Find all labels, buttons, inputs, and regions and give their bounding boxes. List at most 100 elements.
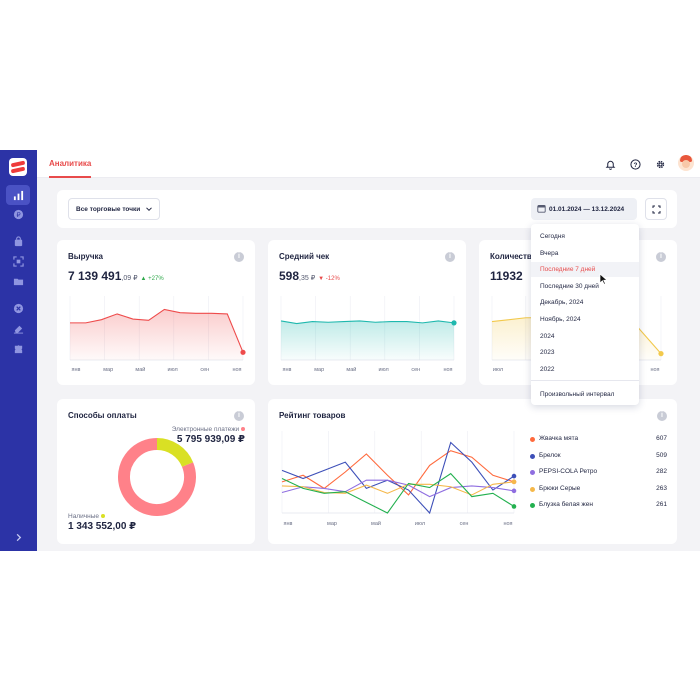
sidebar-item-writeoff[interactable] (6, 318, 30, 338)
sidebar-item-returns[interactable] (6, 298, 30, 318)
sidebar-item-sales[interactable] (6, 231, 30, 251)
x-tick-label: июл (167, 367, 178, 373)
cash-value: 1 343 552,00 ₽ (68, 521, 137, 532)
legend-item[interactable]: Брюки Серые 263 (530, 485, 667, 495)
quantity-value-main: 11932 (490, 269, 523, 283)
legend-item[interactable]: PEPSI-COLA Ретро 282 (530, 468, 667, 478)
menu-item-date-option[interactable]: 2023 (540, 349, 555, 357)
payments-card: Способы оплаты i Электронные платежи 5 7… (57, 399, 255, 544)
filter-bar: Все торговые точки 01.01.2024 — 13.12.20… (57, 190, 677, 228)
sidebar-item-scanner[interactable] (6, 251, 30, 271)
x-tick-label: ноя (650, 367, 660, 373)
folder-icon (13, 278, 23, 285)
x-tick-label: май (371, 520, 381, 527)
electronic-legend-dot (241, 427, 245, 432)
close-circle-icon (13, 303, 23, 313)
fullscreen-button[interactable] (645, 198, 667, 220)
legend-item[interactable]: Брелок 509 (530, 452, 667, 462)
tab-analytics[interactable]: Аналитика (49, 159, 92, 168)
help-button[interactable]: ? (628, 157, 642, 171)
settings-button[interactable] (653, 157, 667, 171)
x-tick-label: сен (200, 367, 210, 373)
avg-check-delta: ▼ -12% (318, 276, 340, 282)
sidebar-item-integrations[interactable] (6, 338, 30, 358)
legend-dot (530, 437, 535, 442)
info-icon[interactable]: i (234, 252, 244, 262)
cash-label: Наличные (68, 513, 105, 520)
x-tick-label: мар (314, 367, 325, 373)
cash-slice (156, 438, 194, 468)
eraser-icon (13, 325, 23, 334)
avg-check-title: Средний чек (279, 252, 330, 261)
rating-line-chart: янв мар май июл сен ноя (281, 431, 517, 527)
sidebar-item-finance[interactable]: ₽ (6, 204, 30, 224)
revenue-card: Выручка i 7 139 491,09 ₽ ▲ +27% янв мар май… (57, 240, 255, 385)
bell-icon (605, 160, 615, 170)
menu-item-date-option[interactable]: Последние 30 дней (540, 282, 599, 290)
sidebar-item-catalog[interactable] (6, 271, 30, 291)
mouse-cursor-icon (599, 273, 608, 285)
cash-legend-dot (100, 514, 105, 519)
store-select[interactable]: Все торговые точки (68, 198, 160, 220)
last-point (511, 479, 517, 485)
x-tick-label: июл (378, 367, 389, 373)
legend-dot (530, 486, 535, 492)
menu-divider (531, 380, 639, 381)
legend-dot (530, 503, 535, 508)
puzzle-icon (14, 344, 22, 353)
legend-item[interactable]: Жвачка мята 607 (530, 435, 667, 445)
rating-title: Рейтинг товаров (279, 411, 346, 420)
electronic-label: Электронные платежи (172, 426, 245, 433)
date-range-menu: Сегодня Вчера Последние 7 дней Последние 30… (531, 224, 639, 405)
avg-check-card: Средний чек i 598,35 ₽ ▼ -12% янв мар май ию… (268, 240, 466, 385)
series-line (280, 320, 455, 325)
revenue-title: Выручка (68, 252, 103, 261)
x-tick-label: ноя (503, 521, 512, 527)
menu-item-date-option[interactable]: 2024 (540, 332, 555, 340)
sidebar-expand-button[interactable] (6, 527, 30, 547)
menu-item-date-option[interactable]: Декабрь, 2024 (540, 299, 584, 307)
info-icon[interactable]: i (657, 411, 667, 421)
notifications-button[interactable] (603, 157, 617, 171)
menu-item-date-option[interactable]: Последние 7 дней (531, 262, 639, 278)
payments-title: Способы оплаты (68, 411, 137, 420)
last-point (451, 320, 457, 326)
x-tick-label: мар (103, 367, 114, 373)
info-icon[interactable]: i (234, 411, 244, 421)
sidebar-item-analytics[interactable] (6, 185, 30, 205)
menu-item-date-option[interactable]: Вчера (540, 249, 559, 257)
menu-item-date-option[interactable]: Сегодня (540, 233, 565, 240)
svg-text:?: ? (633, 161, 637, 168)
avg-check-chart (280, 296, 457, 361)
revenue-delta: ▲ +27% (140, 276, 164, 282)
legend-label: PEPSI-COLA Ретро (539, 468, 598, 475)
legend-item[interactable]: Блузка белая жен 261 (530, 501, 667, 511)
calendar-icon (537, 205, 546, 213)
bar-chart-icon (13, 190, 23, 200)
menu-item-custom-interval[interactable]: Произвольный интервал (540, 391, 615, 398)
gear-icon (656, 160, 664, 168)
legend-dot (530, 470, 535, 475)
app-logo[interactable] (9, 158, 27, 176)
help-icon: ? (629, 158, 641, 170)
menu-item-date-option[interactable]: Ноябрь, 2024 (540, 316, 581, 323)
legend-value: 607 (656, 435, 667, 442)
info-icon[interactable]: i (445, 252, 455, 262)
x-tick-label: ноя (232, 367, 242, 373)
x-tick-label: июл (415, 521, 425, 527)
legend-value: 282 (656, 468, 667, 475)
x-tick-label: мар (327, 521, 337, 527)
user-avatar[interactable] (678, 155, 694, 171)
date-range-picker[interactable]: 01.01.2024 — 13.12.2024 (531, 198, 637, 220)
last-point (658, 351, 664, 357)
revenue-value: 7 139 491,09 ₽ ▲ +27% (68, 269, 164, 283)
electronic-slice (118, 438, 196, 516)
info-icon[interactable]: i (656, 252, 666, 262)
sidebar: ₽ (0, 150, 37, 551)
avg-check-value: 598,35 ₽ ▼ -12% (279, 269, 340, 283)
x-tick-label: май (346, 367, 357, 373)
top-bar: Аналитика ? (37, 150, 700, 178)
x-tick-label: янв (284, 521, 293, 527)
last-point (511, 488, 517, 494)
menu-item-date-option[interactable]: 2022 (540, 365, 555, 373)
